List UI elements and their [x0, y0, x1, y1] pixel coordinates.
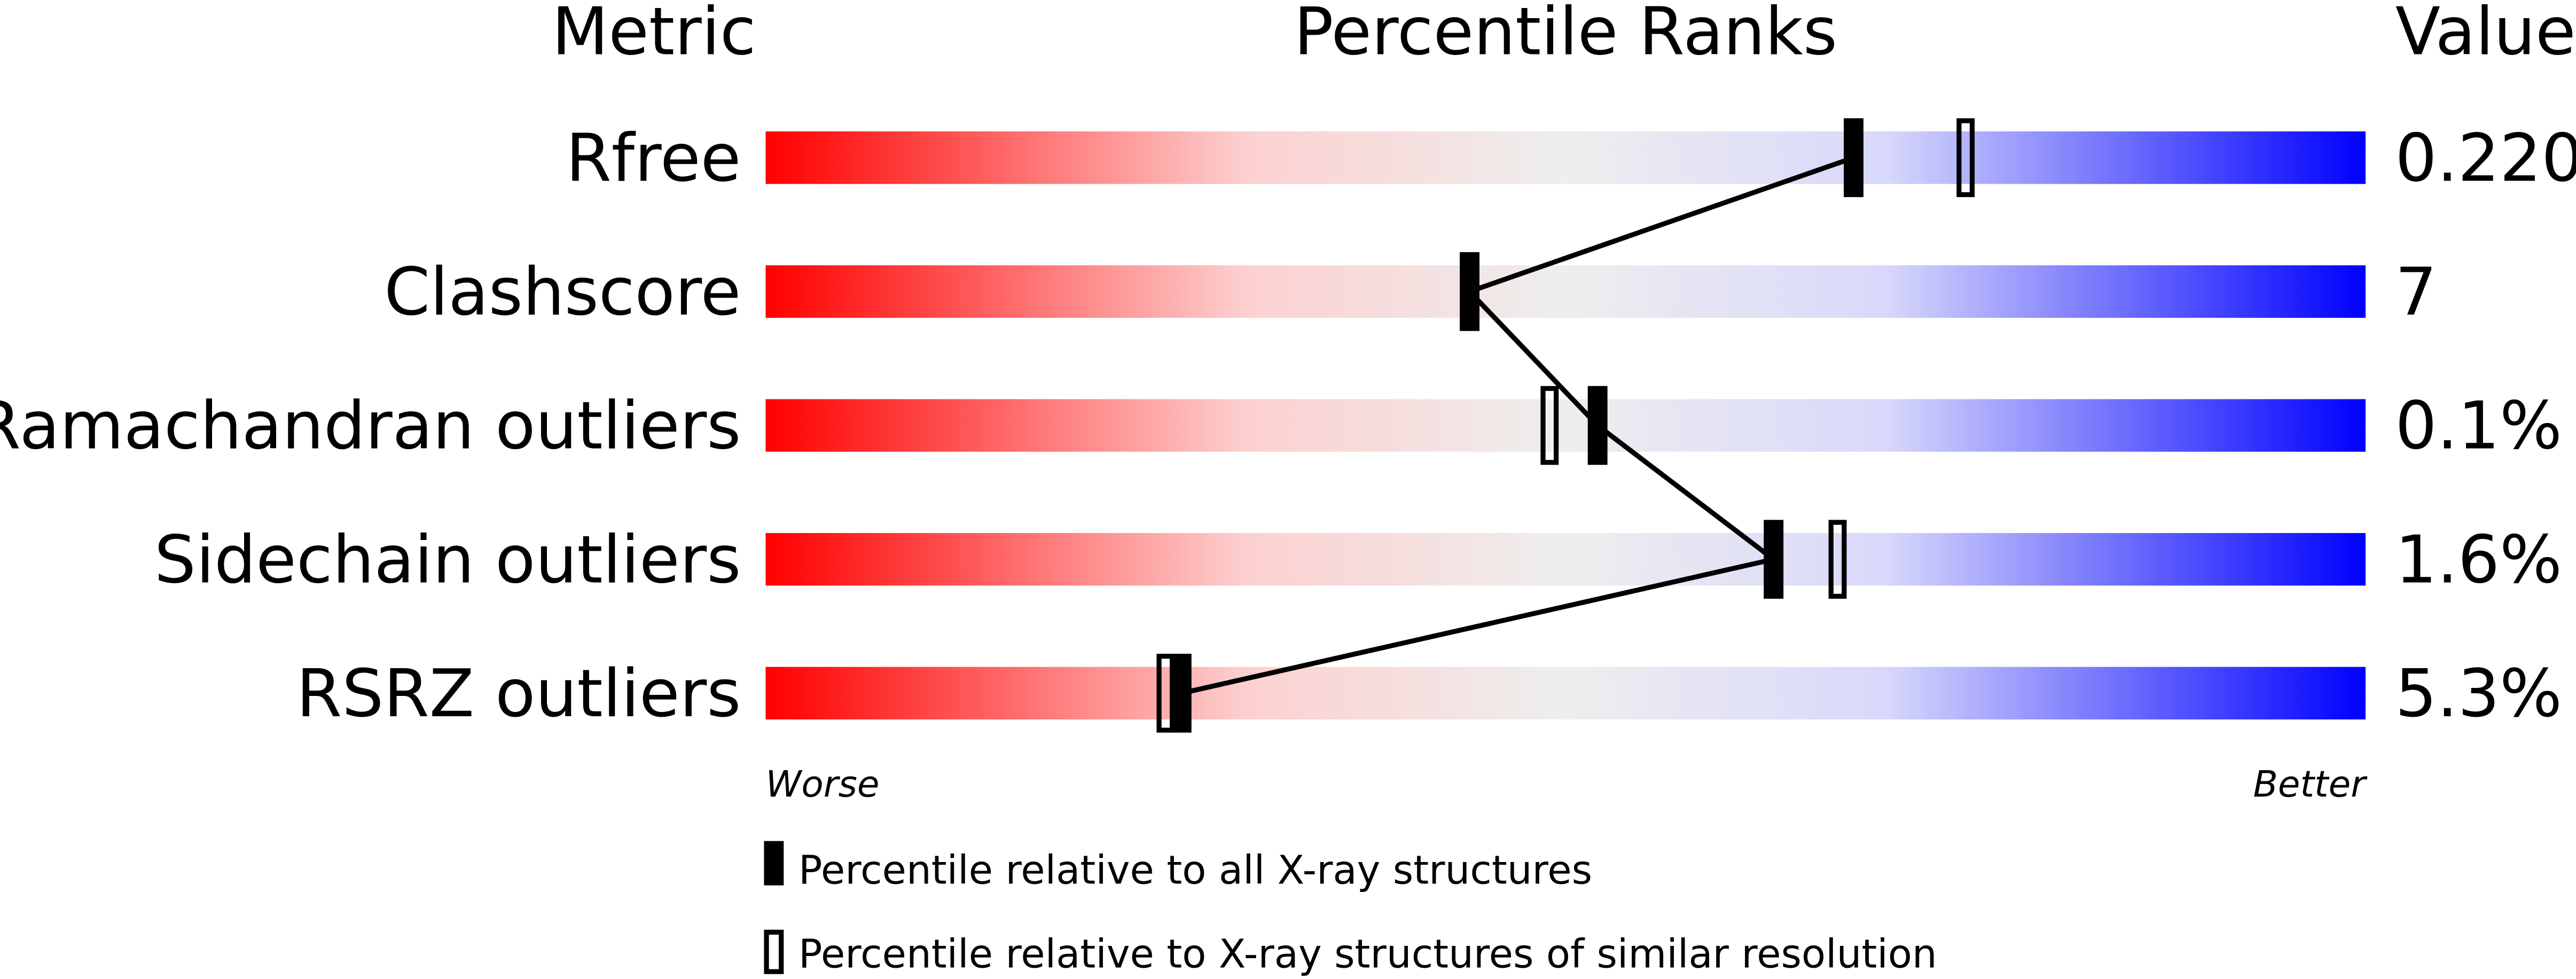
legend-similar: Percentile relative to X-ray structures …	[798, 931, 1937, 977]
metric-value: 0.1%	[2395, 388, 2562, 465]
similar-resolution-marker	[1540, 386, 1559, 465]
metric-label: Clashscore	[384, 254, 741, 331]
metric-value: 0.220	[2395, 120, 2576, 197]
metric-header: Metric	[552, 0, 756, 70]
percentile-bar	[765, 667, 2366, 720]
metric-label: Sidechain outliers	[154, 522, 741, 598]
metric-label: Ramachandran outliers	[0, 388, 741, 465]
similar-resolution-marker	[1828, 520, 1847, 599]
value-header: Value	[2395, 0, 2576, 70]
all-structures-marker	[1587, 386, 1608, 465]
better-label: Better	[2253, 763, 2368, 805]
worse-label: Worse	[765, 763, 879, 805]
legend-filled-marker-icon	[764, 841, 784, 886]
similar-resolution-marker	[1956, 118, 1975, 198]
all-structures-marker	[1764, 520, 1784, 599]
metric-value: 1.6%	[2395, 522, 2562, 598]
all-structures-marker	[1844, 118, 1864, 198]
percentile-bar	[765, 265, 2366, 318]
percentile-header: Percentile Ranks	[1294, 0, 1837, 70]
all-structures-marker	[1460, 252, 1479, 331]
percentile-bar	[765, 399, 2366, 452]
metric-value: 7	[2395, 254, 2437, 331]
all-structures-marker	[1171, 654, 1192, 733]
metric-value: 5.3%	[2395, 656, 2562, 732]
legend-all: Percentile relative to all X-ray structu…	[798, 848, 1592, 894]
metric-label: RSRZ outliers	[296, 656, 741, 732]
legend-open-marker-icon	[764, 929, 784, 974]
metric-label: Rfree	[566, 120, 741, 197]
percentile-bar	[765, 533, 2366, 586]
percentile-bar	[765, 131, 2366, 184]
